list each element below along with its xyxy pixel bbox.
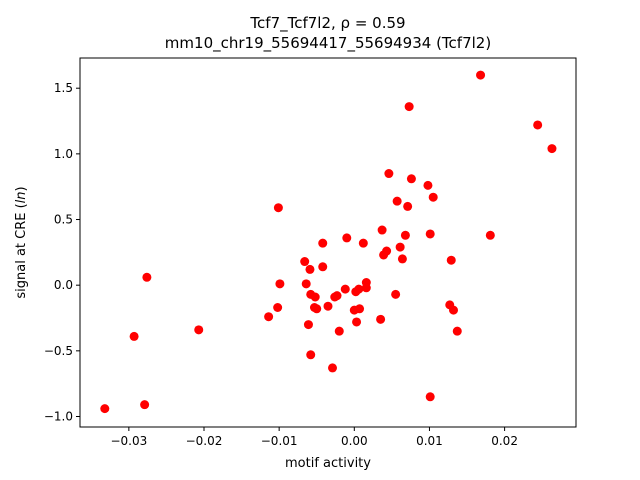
data-point bbox=[362, 278, 371, 287]
data-point bbox=[140, 400, 149, 409]
y-tick-label: 0.5 bbox=[54, 213, 73, 227]
x-axis-label: motif activity bbox=[285, 456, 371, 471]
data-point bbox=[300, 257, 309, 266]
data-point bbox=[426, 392, 435, 401]
data-point bbox=[401, 231, 410, 240]
y-axis-label: signal at CRE (ln) bbox=[14, 186, 29, 298]
data-point bbox=[142, 273, 151, 282]
data-point bbox=[449, 306, 458, 315]
data-point bbox=[335, 327, 344, 336]
plot-frame bbox=[80, 58, 576, 427]
data-point bbox=[304, 320, 313, 329]
x-axis-ticks: −0.03 −0.02 −0.01 0.00 0.01 0.02 bbox=[110, 427, 518, 448]
data-point bbox=[391, 290, 400, 299]
x-tick-label: −0.02 bbox=[186, 434, 223, 448]
y-axis-label-italic: ln bbox=[14, 191, 29, 203]
data-point bbox=[547, 144, 556, 153]
y-axis-label-prefix: signal at CRE ( bbox=[14, 203, 29, 298]
data-point bbox=[311, 293, 320, 302]
y-tick-label: −0.5 bbox=[44, 344, 73, 358]
data-point bbox=[333, 291, 342, 300]
y-tick-label: 1.5 bbox=[54, 81, 73, 95]
data-point bbox=[447, 256, 456, 265]
data-point bbox=[376, 315, 385, 324]
data-point bbox=[318, 239, 327, 248]
data-point bbox=[407, 174, 416, 183]
chart-title-line1: Tcf7_Tcf7l2, ρ = 0.59 bbox=[249, 14, 405, 33]
data-point bbox=[476, 71, 485, 80]
data-point bbox=[423, 181, 432, 190]
data-point bbox=[130, 332, 139, 341]
y-axis-label-suffix: ) bbox=[14, 186, 29, 191]
data-point bbox=[100, 404, 109, 413]
data-point bbox=[359, 239, 368, 248]
data-point bbox=[382, 247, 391, 256]
data-point bbox=[355, 304, 364, 313]
data-point bbox=[312, 304, 321, 313]
x-tick-label: 0.02 bbox=[491, 434, 518, 448]
data-points bbox=[100, 71, 556, 414]
data-point bbox=[453, 327, 462, 336]
data-point bbox=[426, 229, 435, 238]
data-point bbox=[324, 302, 333, 311]
data-point bbox=[486, 231, 495, 240]
data-point bbox=[273, 303, 282, 312]
data-point bbox=[305, 265, 314, 274]
chart-title-line2: mm10_chr19_55694417_55694934 (Tcf7l2) bbox=[165, 34, 491, 53]
data-point bbox=[275, 279, 284, 288]
data-point bbox=[318, 262, 327, 271]
data-point bbox=[342, 233, 351, 242]
data-point bbox=[429, 193, 438, 202]
data-point bbox=[403, 202, 412, 211]
data-point bbox=[352, 317, 361, 326]
data-point bbox=[354, 285, 363, 294]
data-point bbox=[378, 226, 387, 235]
data-point bbox=[393, 197, 402, 206]
data-point bbox=[302, 279, 311, 288]
data-point bbox=[306, 350, 315, 359]
data-point bbox=[341, 285, 350, 294]
data-point bbox=[398, 254, 407, 263]
x-tick-label: −0.01 bbox=[261, 434, 298, 448]
x-tick-label: −0.03 bbox=[110, 434, 147, 448]
data-point bbox=[405, 102, 414, 111]
y-tick-label: 0.0 bbox=[54, 278, 73, 292]
data-point bbox=[533, 120, 542, 129]
x-tick-label: 0.01 bbox=[416, 434, 443, 448]
data-point bbox=[384, 169, 393, 178]
y-axis-ticks: −1.0 −0.5 0.0 0.5 1.0 1.5 bbox=[44, 81, 80, 423]
data-point bbox=[328, 363, 337, 372]
y-tick-label: 1.0 bbox=[54, 147, 73, 161]
data-point bbox=[194, 325, 203, 334]
data-point bbox=[264, 312, 273, 321]
data-point bbox=[396, 243, 405, 252]
y-tick-label: −1.0 bbox=[44, 409, 73, 423]
data-point bbox=[274, 203, 283, 212]
x-tick-label: 0.00 bbox=[341, 434, 368, 448]
